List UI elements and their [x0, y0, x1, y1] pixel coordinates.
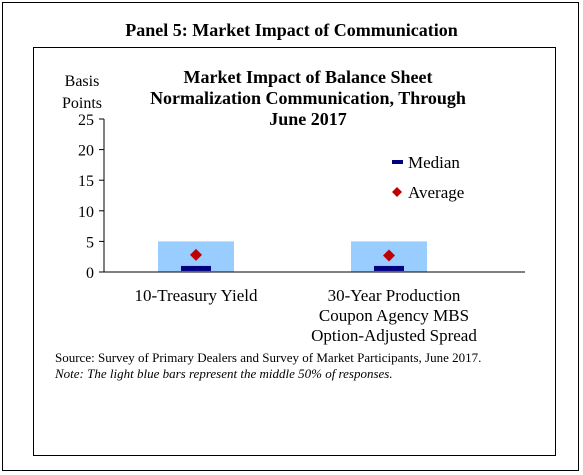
x-category-label: Coupon Agency MBS	[319, 306, 469, 325]
note-text: Note: The light blue bars represent the …	[55, 366, 393, 381]
plot-area	[104, 241, 525, 273]
y-tick-label: 10	[78, 204, 94, 221]
y-axis-label-line: Basis	[65, 73, 100, 90]
y-tick-label: 0	[86, 265, 94, 282]
legend-average-label: Average	[408, 183, 464, 202]
y-axis-label: Basis Points	[62, 73, 102, 112]
chart-title-line: Normalization Communication, Through	[150, 88, 466, 108]
panel-title: Panel 5: Market Impact of Communication	[125, 20, 458, 40]
source-note: Source: Survey of Primary Dealers and Su…	[55, 350, 482, 365]
average-marker	[383, 249, 395, 262]
chart-box	[33, 47, 556, 456]
legend: Median Average	[392, 153, 464, 202]
x-category-label: 30-Year Production	[328, 286, 461, 305]
median-marker	[181, 265, 211, 271]
legend-average-swatch	[392, 187, 402, 197]
legend-median-swatch	[392, 160, 403, 164]
footnotes: Source: Survey of Primary Dealers and Su…	[55, 350, 535, 382]
chart-title: Market Impact of Balance SheetNormalizat…	[150, 67, 466, 129]
panel-frame	[2, 2, 579, 471]
y-tick-label: 25	[78, 112, 94, 129]
median-marker	[374, 265, 404, 271]
chart-title-line: Market Impact of Balance Sheet	[184, 67, 433, 87]
y-tick-label: 15	[78, 173, 94, 190]
x-axis-labels: 10-Treasury Yield 30-Year ProductionCoupo…	[135, 286, 478, 345]
chart-title-line: June 2017	[269, 109, 347, 129]
y-axis-label-line: Points	[62, 95, 102, 112]
x-category-label: Option-Adjusted Spread	[311, 326, 477, 345]
y-tick-label: 5	[86, 234, 94, 251]
average-marker	[190, 248, 202, 261]
y-tick-label: 20	[78, 143, 94, 160]
y-axis: 0 5 10 15 20 25	[78, 112, 525, 282]
legend-median-label: Median	[408, 153, 460, 172]
x-category-label: 10-Treasury Yield	[135, 286, 258, 305]
